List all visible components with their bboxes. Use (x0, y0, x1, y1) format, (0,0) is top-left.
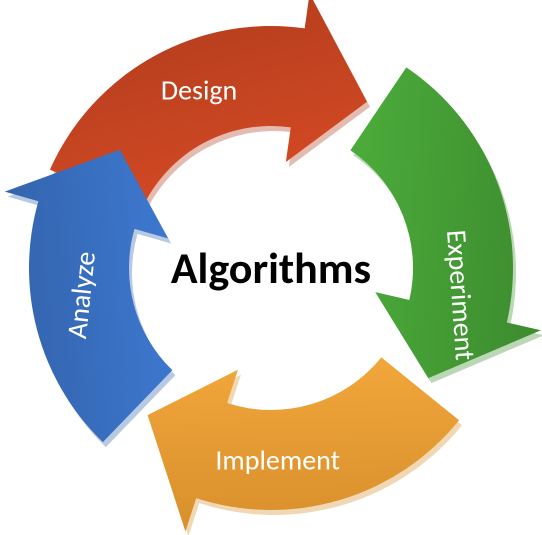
cycle-diagram: Algorithms DesignExperimentImplementAnal… (0, 0, 542, 535)
label-design: Design (161, 72, 237, 107)
label-implement: Implement (215, 442, 340, 477)
